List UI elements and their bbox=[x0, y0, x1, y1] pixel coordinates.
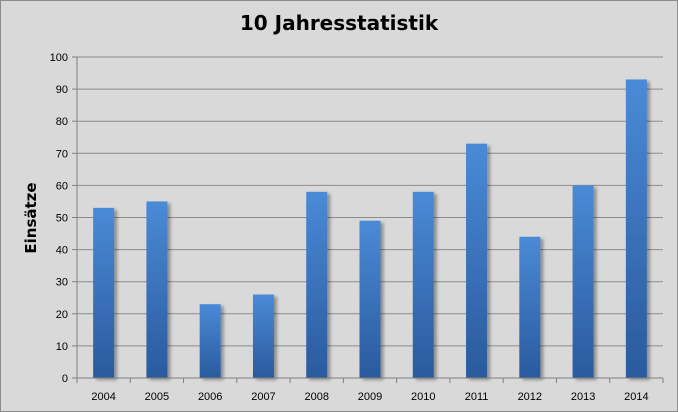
x-tick-label: 2008 bbox=[304, 391, 328, 403]
y-tick-label: 0 bbox=[62, 373, 68, 385]
y-tick-label: 90 bbox=[56, 84, 68, 96]
y-tick-label: 20 bbox=[56, 309, 68, 321]
bar-2012 bbox=[519, 236, 541, 378]
bar-2004 bbox=[93, 207, 115, 378]
x-tick-label: 2013 bbox=[571, 391, 595, 403]
bar-2010 bbox=[412, 191, 434, 378]
y-tick-label: 30 bbox=[56, 277, 68, 289]
axes bbox=[72, 56, 664, 383]
y-tick-label: 100 bbox=[50, 52, 68, 64]
x-tick-label: 2007 bbox=[251, 391, 275, 403]
y-tick-label: 40 bbox=[56, 245, 68, 257]
chart-title: 10 Jahresstatistik bbox=[239, 11, 439, 35]
y-tick-label: 50 bbox=[56, 213, 68, 225]
bar-2008 bbox=[306, 191, 328, 378]
bar-2007 bbox=[252, 294, 274, 378]
x-tick-label: 2004 bbox=[91, 391, 115, 403]
bar-2014 bbox=[625, 79, 647, 378]
y-tick-label: 10 bbox=[56, 341, 68, 353]
x-tick-label: 2010 bbox=[411, 391, 435, 403]
x-tick-label: 2009 bbox=[358, 391, 382, 403]
bar-2006 bbox=[199, 304, 221, 378]
x-tick-label: 2014 bbox=[624, 391, 648, 403]
y-tick-labels: 0 10 20 30 40 50 60 70 80 90 100 bbox=[50, 52, 68, 385]
x-tick-labels: 2004 2005 2006 2007 2008 2009 2010 2011 2012 2013… bbox=[91, 391, 648, 403]
bar-2013 bbox=[572, 185, 594, 378]
bar-2011 bbox=[466, 143, 488, 378]
x-tick-label: 2012 bbox=[518, 391, 542, 403]
bar-2009 bbox=[359, 220, 381, 378]
bar-2005 bbox=[146, 201, 168, 378]
y-tick-label: 80 bbox=[56, 116, 68, 128]
x-tick-label: 2005 bbox=[145, 391, 169, 403]
y-tick-label: 70 bbox=[56, 148, 68, 160]
bars bbox=[93, 79, 647, 378]
y-tick-label: 60 bbox=[56, 180, 68, 192]
x-tick-label: 2011 bbox=[465, 391, 489, 403]
x-tick-label: 2006 bbox=[198, 391, 222, 403]
